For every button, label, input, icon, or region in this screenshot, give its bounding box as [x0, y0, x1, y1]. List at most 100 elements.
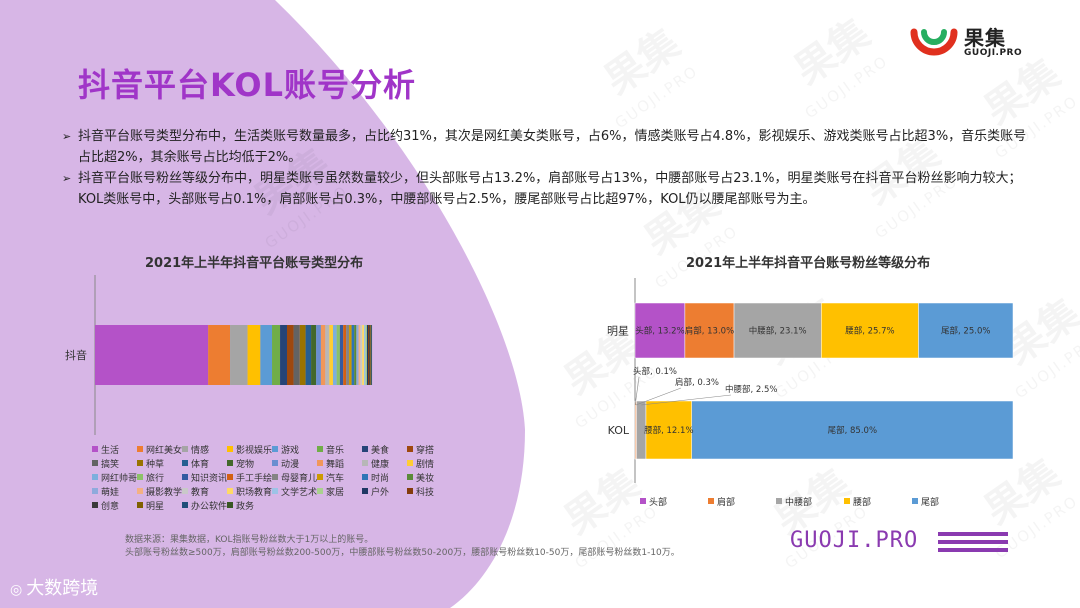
legend-label: 腰部 — [853, 497, 872, 508]
legend-row: 生活 网红美女 情感 影视娱乐 游戏 音乐 美食 穿搭 — [92, 442, 492, 456]
legend-label: 网红帅哥 — [101, 473, 138, 484]
legend-item: 手工手绘 — [227, 471, 272, 484]
bar-segment — [356, 325, 359, 385]
legend-label: 手工手绘 — [236, 473, 273, 484]
legend-label: 美食 — [371, 445, 390, 456]
bar-segment — [354, 325, 357, 385]
legend-swatch — [137, 488, 143, 494]
legend-label: 动漫 — [281, 459, 300, 470]
legend-item: 舞蹈 — [317, 457, 362, 470]
bullet-text: 抖音平台账号类型分布中，生活类账号数量最多，占比约31%，其次是网红美女类账号，… — [78, 129, 1027, 165]
legend-label: 科技 — [416, 487, 435, 498]
data-label: 肩部, 13.0% — [685, 326, 734, 337]
legend-label: 剧情 — [416, 459, 435, 470]
bar-segment — [339, 325, 344, 385]
brand-url-text: GUOJI.PRO — [790, 528, 919, 553]
legend-swatch — [182, 446, 188, 452]
legend-label: 摄影教学 — [146, 487, 183, 498]
legend-swatch — [182, 488, 188, 494]
legend-label: 明星 — [146, 501, 165, 512]
legend-swatch — [182, 502, 188, 508]
bar-segment — [821, 302, 919, 359]
bar-segment — [366, 325, 369, 385]
legend-item: 生活 — [92, 443, 137, 456]
data-label: 中腰部, 23.1% — [749, 326, 807, 337]
bar-segment — [343, 325, 347, 385]
legend-label: 汽车 — [326, 473, 345, 484]
legend-swatch — [92, 460, 98, 466]
legend-item: 网红美女 — [137, 443, 182, 456]
legend-item: 音乐 — [317, 443, 362, 456]
legend-item: 尾部 — [912, 494, 980, 508]
legend-swatch — [407, 446, 413, 452]
legend-label: 舞蹈 — [326, 459, 345, 470]
legend-item: 政务 — [227, 499, 272, 512]
legend-item: 办公软件 — [182, 499, 227, 512]
bar-segment — [349, 325, 352, 385]
data-label: 腰部, 25.7% — [845, 326, 894, 337]
logo-icon — [910, 28, 958, 56]
data-label: 肩部, 0.3% — [675, 377, 719, 388]
legend-label: 宠物 — [236, 459, 255, 470]
legend-swatch — [92, 446, 98, 452]
legend-item: 萌娃 — [92, 485, 137, 498]
page-title: 抖音平台KOL账号分析 — [78, 66, 416, 104]
legend-item: 美食 — [362, 443, 407, 456]
legend-item: 头部 — [640, 494, 708, 508]
legend-label: 萌娃 — [101, 487, 120, 498]
data-label: 中腰部, 2.5% — [725, 384, 778, 395]
legend-label: 影视娱乐 — [236, 445, 273, 456]
legend-label: 肩部 — [717, 497, 736, 508]
legend-swatch — [362, 474, 368, 480]
legend-label: 健康 — [371, 459, 390, 470]
stripes-icon — [938, 532, 1008, 552]
legend-row: 网红帅哥 旅行 知识资讯 手工手绘 母婴育儿 汽车 时尚 美妆 — [92, 470, 492, 484]
bottom-logo-text: 大数跨境 — [26, 578, 99, 599]
bar-segment — [346, 325, 350, 385]
legend-swatch — [227, 488, 233, 494]
bar-segment — [360, 325, 363, 385]
data-label: 尾部, 85.0% — [828, 425, 877, 436]
legend-row: 搞笑 种草 体育 宠物 动漫 舞蹈 健康 剧情 — [92, 456, 492, 470]
legend-swatch — [272, 488, 278, 494]
legend-swatch — [272, 460, 278, 466]
legend-swatch — [137, 446, 143, 452]
bottom-logo-icon: ◎ — [10, 582, 23, 598]
legend-item: 知识资讯 — [182, 471, 227, 484]
logo-name: 果集 — [964, 26, 1006, 50]
legend-label: 职场教育 — [236, 487, 273, 498]
legend-label: 母婴育儿 — [281, 473, 318, 484]
legend-item: 美妆 — [407, 471, 452, 484]
legend-item: 剧情 — [407, 457, 452, 470]
bar-segment — [634, 302, 686, 359]
legend-item: 宠物 — [227, 457, 272, 470]
legend-swatch — [92, 474, 98, 480]
legend-swatch — [227, 446, 233, 452]
bar-segment — [305, 325, 312, 385]
bar-segment — [370, 325, 371, 385]
bar-segment — [368, 325, 370, 385]
legend-item: 网红帅哥 — [92, 471, 137, 484]
bar-segment — [208, 325, 231, 385]
legend-swatch — [227, 502, 233, 508]
legend-item: 时尚 — [362, 471, 407, 484]
bar-segment — [293, 325, 300, 385]
legend-swatch — [317, 474, 323, 480]
legend-item: 种草 — [137, 457, 182, 470]
legend-item: 情感 — [182, 443, 227, 456]
legend-item: 科技 — [407, 485, 452, 498]
legend-label: 旅行 — [146, 473, 165, 484]
legend-swatch — [137, 460, 143, 466]
left-chart-title: 2021年上半年抖音平台账号类型分布 — [145, 256, 364, 271]
bar-segment — [645, 400, 692, 460]
bar-segment — [364, 325, 366, 385]
legend-swatch — [182, 474, 188, 480]
legend-item: 明星 — [137, 499, 182, 512]
bar-segment — [247, 325, 261, 385]
legend-item: 健康 — [362, 457, 407, 470]
legend-swatch — [137, 474, 143, 480]
legend-swatch — [912, 498, 918, 504]
legend-swatch — [272, 474, 278, 480]
logo-url: GUOJI.PRO — [964, 48, 1023, 58]
